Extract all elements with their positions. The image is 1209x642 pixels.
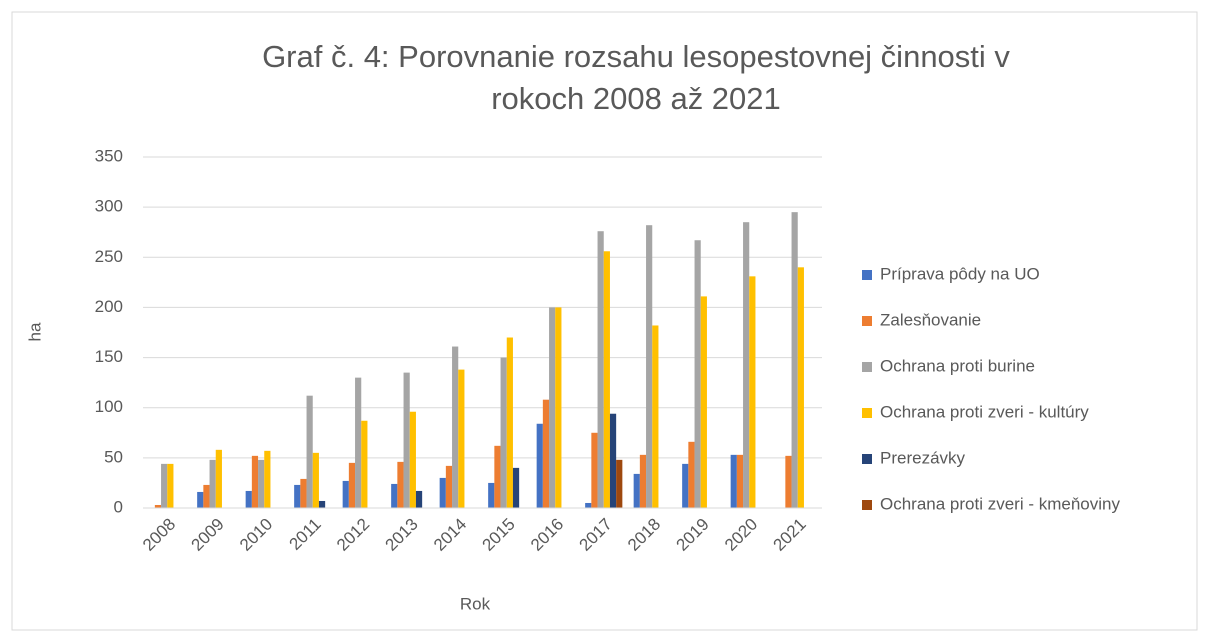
legend-swatch bbox=[862, 362, 872, 372]
bar bbox=[445, 465, 453, 508]
bar bbox=[403, 372, 410, 508]
bar bbox=[536, 423, 543, 508]
bar bbox=[264, 450, 271, 508]
y-axis-label: ha bbox=[25, 322, 44, 341]
x-tick-label: 2015 bbox=[479, 515, 519, 555]
x-tick-label: 2014 bbox=[430, 515, 470, 555]
bar bbox=[245, 490, 252, 508]
bar bbox=[167, 463, 174, 508]
bar bbox=[549, 307, 556, 508]
bar bbox=[348, 462, 356, 508]
bar bbox=[639, 454, 647, 508]
bar bbox=[342, 480, 349, 508]
legend-swatch bbox=[862, 316, 872, 326]
y-tick-label: 300 bbox=[95, 197, 123, 216]
bar bbox=[555, 307, 562, 508]
x-tick-label: 2020 bbox=[721, 515, 761, 555]
legend-swatch bbox=[862, 270, 872, 280]
y-tick-label: 0 bbox=[114, 497, 123, 516]
bar bbox=[318, 500, 326, 508]
y-tick-label: 150 bbox=[95, 347, 123, 366]
bar bbox=[488, 482, 495, 508]
y-tick-label: 100 bbox=[95, 397, 123, 416]
bar bbox=[215, 449, 222, 508]
x-tick-label: 2008 bbox=[139, 515, 179, 555]
bar bbox=[209, 459, 216, 508]
legend-swatch bbox=[862, 454, 872, 464]
bar bbox=[597, 231, 604, 508]
bar bbox=[682, 463, 689, 508]
bar bbox=[512, 467, 520, 508]
bar bbox=[203, 484, 210, 508]
x-tick-label: 2021 bbox=[770, 515, 810, 555]
bar bbox=[355, 377, 362, 508]
x-axis-label: Rok bbox=[460, 594, 491, 613]
bar bbox=[500, 357, 507, 508]
bar bbox=[633, 473, 640, 508]
bar bbox=[700, 296, 707, 508]
bar bbox=[258, 459, 265, 508]
bar bbox=[736, 454, 744, 508]
x-tick-label: 2010 bbox=[236, 515, 276, 555]
bar bbox=[694, 240, 701, 509]
bar bbox=[452, 346, 459, 508]
legend-swatch bbox=[862, 408, 872, 418]
bar bbox=[197, 491, 204, 508]
bar bbox=[791, 212, 798, 508]
x-tick-label: 2013 bbox=[382, 515, 422, 555]
bar bbox=[415, 490, 423, 508]
bar bbox=[306, 395, 313, 508]
bar bbox=[609, 413, 617, 508]
bar bbox=[646, 225, 653, 509]
bar bbox=[542, 399, 550, 508]
bar bbox=[439, 477, 446, 508]
bar bbox=[494, 445, 501, 508]
x-tick-label: 2016 bbox=[527, 515, 567, 555]
bar bbox=[161, 463, 168, 508]
bar bbox=[652, 325, 659, 508]
legend-label: Ochrana proti zveri - kmeňoviny bbox=[880, 494, 1120, 513]
bar bbox=[409, 411, 416, 508]
bar bbox=[312, 452, 319, 508]
y-tick-label: 350 bbox=[95, 146, 123, 165]
bar bbox=[591, 432, 598, 508]
bar bbox=[785, 455, 792, 508]
legend-label: Ochrana proti burine bbox=[880, 356, 1035, 375]
bar bbox=[730, 454, 737, 508]
legend-label: Príprava pôdy na UO bbox=[880, 264, 1040, 283]
x-tick-label: 2012 bbox=[333, 515, 373, 555]
legend-swatch bbox=[862, 500, 872, 510]
x-tick-label: 2011 bbox=[285, 515, 324, 554]
bar bbox=[294, 484, 301, 508]
bar bbox=[585, 502, 592, 508]
bar bbox=[743, 222, 750, 508]
chart-border bbox=[11, 11, 1198, 631]
x-tick-label: 2019 bbox=[673, 515, 713, 555]
y-tick-label: 250 bbox=[95, 247, 123, 266]
y-tick-label: 200 bbox=[95, 297, 123, 316]
bar bbox=[749, 276, 756, 508]
bar bbox=[300, 478, 307, 508]
bar bbox=[154, 504, 162, 508]
bar bbox=[397, 461, 404, 508]
bar bbox=[797, 267, 804, 508]
bar bbox=[391, 483, 398, 508]
legend-label: Prerezávky bbox=[880, 448, 966, 467]
bar bbox=[251, 455, 259, 508]
x-tick-label: 2017 bbox=[576, 515, 616, 555]
x-tick-label: 2018 bbox=[624, 515, 664, 555]
bar bbox=[603, 251, 610, 509]
bar bbox=[506, 337, 513, 508]
legend-label: Zalesňovanie bbox=[880, 310, 981, 329]
bar bbox=[458, 369, 465, 508]
y-tick-label: 50 bbox=[104, 447, 123, 466]
chart-title: Graf č. 4: Porovnanie rozsahu lesopestov… bbox=[262, 39, 1010, 116]
bar bbox=[361, 420, 368, 508]
bar bbox=[616, 459, 623, 508]
legend-label: Ochrana proti zveri - kultúry bbox=[880, 402, 1089, 421]
x-tick-label: 2009 bbox=[188, 515, 228, 555]
bar bbox=[688, 441, 695, 508]
